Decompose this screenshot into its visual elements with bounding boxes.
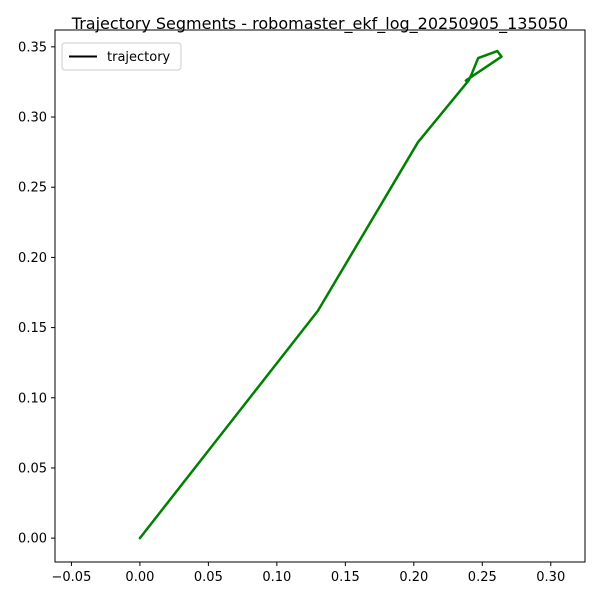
y-axis: 0.00 0.05 0.10 0.15 0.20 0.25 0.30 0.35 [18, 40, 55, 547]
y-tick-label: 0.15 [18, 321, 47, 336]
x-tick-label: 0.05 [194, 570, 223, 585]
y-tick-label: 0.20 [18, 251, 47, 266]
y-tick-label: 0.25 [18, 181, 47, 196]
y-tick-label: 0.05 [18, 461, 47, 476]
chart-title: Trajectory Segments - robomaster_ekf_log… [71, 14, 568, 34]
x-tick-label: −0.05 [52, 570, 92, 585]
legend-label-trajectory: trajectory [107, 50, 171, 65]
series-line-trajectory [138, 49, 503, 540]
x-axis: −0.05 0.00 0.05 0.10 0.15 0.20 0.25 0.30 [52, 562, 565, 585]
x-tick-label: 0.00 [125, 570, 154, 585]
y-tick-label: 0.35 [18, 40, 47, 55]
x-tick-label: 0.20 [399, 570, 428, 585]
axes-frame [54, 29, 586, 563]
x-tick-label: 0.10 [262, 570, 291, 585]
y-tick-label: 0.00 [18, 532, 47, 547]
y-tick-label: 0.10 [18, 391, 47, 406]
x-tick-label: 0.30 [536, 570, 565, 585]
x-tick-label: 0.15 [331, 570, 360, 585]
legend-box [61, 42, 182, 71]
legend: trajectory [61, 42, 182, 71]
y-tick-label: 0.30 [18, 111, 47, 126]
x-tick-label: 0.25 [468, 570, 497, 585]
plot-area [138, 49, 503, 540]
